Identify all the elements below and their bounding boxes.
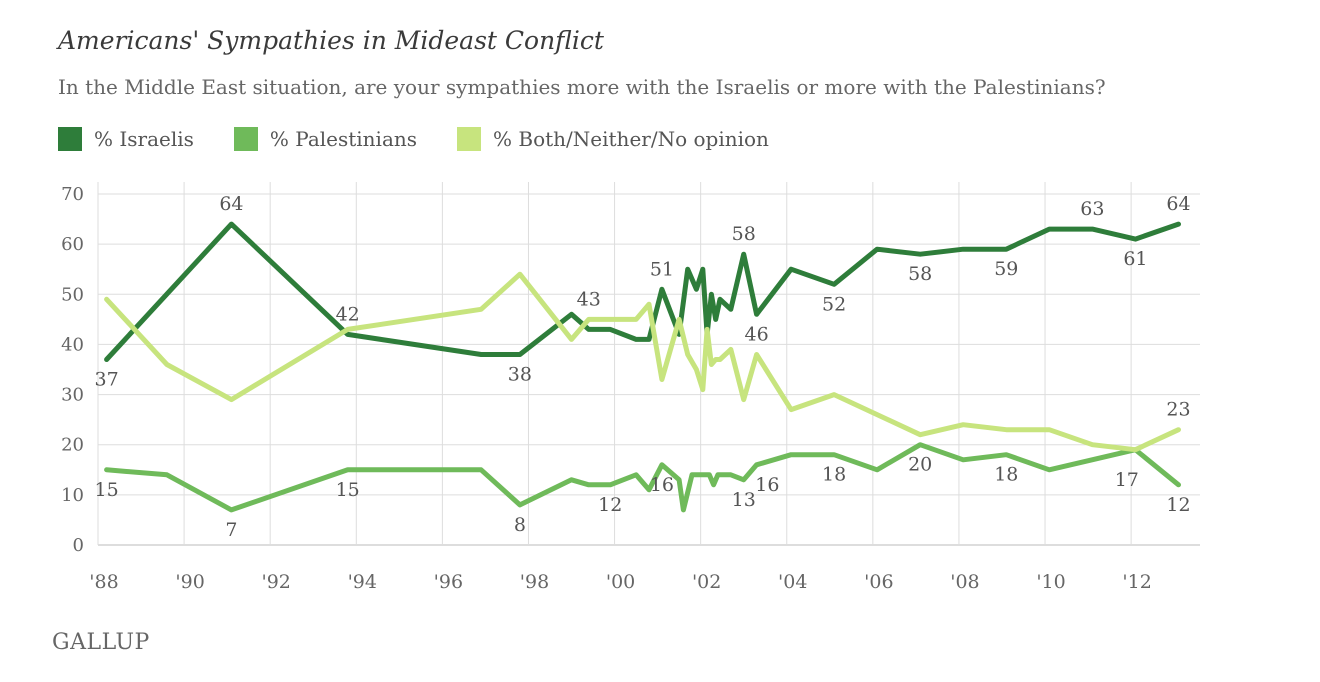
legend-item-both-neither: % Both/Neither/No opinion [457, 127, 769, 151]
legend-label-israelis: % Israelis [94, 127, 194, 151]
data-label: 59 [994, 258, 1018, 280]
x-tick-label: '08 [950, 571, 979, 593]
data-label: 64 [219, 193, 243, 215]
data-label: 52 [822, 293, 846, 315]
data-label: 12 [598, 494, 622, 516]
data-label: 42 [336, 303, 360, 325]
gallup-logo: GALLUP [52, 630, 150, 655]
y-tick-label: 70 [61, 184, 84, 205]
legend-swatch-both-neither [457, 127, 482, 151]
x-tick-label: '00 [606, 571, 635, 593]
data-label: 15 [95, 479, 119, 501]
data-label: 58 [908, 263, 932, 285]
legend: % Israelis % Palestinians % Both/Neither… [58, 127, 769, 151]
chart-subtitle: In the Middle East situation, are your s… [58, 75, 1106, 99]
y-tick-label: 0 [73, 535, 84, 556]
data-label: 63 [1080, 198, 1104, 220]
legend-item-palestinians: % Palestinians [233, 127, 418, 151]
data-label: 37 [95, 368, 119, 390]
x-tick-label: '90 [175, 571, 204, 593]
data-label: 58 [732, 223, 756, 245]
y-tick-label: 50 [61, 284, 84, 305]
data-label: 23 [1166, 399, 1190, 421]
legend-swatch-israelis [58, 127, 82, 151]
x-tick-label: '06 [864, 571, 893, 593]
y-tick-label: 10 [61, 485, 84, 506]
data-label: 16 [650, 474, 674, 496]
data-label: 46 [745, 323, 769, 345]
x-tick-label: '02 [692, 571, 721, 593]
data-label: 18 [994, 464, 1018, 486]
y-tick-label: 20 [61, 435, 84, 456]
data-label: 17 [1115, 469, 1139, 491]
x-tick-label: '92 [261, 571, 290, 593]
data-label: 7 [225, 519, 237, 541]
x-tick-label: '96 [434, 571, 463, 593]
series-line-2 [104, 271, 1181, 453]
data-label: 13 [732, 489, 756, 511]
data-label: 20 [908, 454, 932, 476]
data-label: 15 [336, 479, 360, 501]
data-label: 64 [1166, 193, 1190, 215]
data-label: 12 [1166, 494, 1190, 516]
legend-label-palestinians: % Palestinians [269, 127, 418, 151]
legend-label-both-neither: % Both/Neither/No opinion [493, 127, 769, 151]
x-tick-label: '94 [348, 571, 377, 593]
data-label: 18 [822, 464, 846, 486]
legend-swatch-palestinians [233, 127, 258, 151]
data-label: 38 [508, 363, 532, 385]
legend-item-israelis: % Israelis [58, 127, 194, 151]
y-tick-label: 60 [61, 234, 84, 255]
y-tick-label: 30 [61, 385, 84, 406]
data-label: 61 [1123, 248, 1147, 270]
x-tick-label: '88 [89, 571, 118, 593]
x-tick-label: '04 [778, 571, 807, 593]
chart-title: Americans' Sympathies in Mideast Conflic… [58, 26, 604, 55]
series-line-0 [104, 221, 1181, 362]
data-label: 43 [577, 288, 601, 310]
series-line-1 [104, 442, 1181, 513]
x-tick-label: '98 [520, 571, 549, 593]
x-tick-label: '10 [1036, 571, 1065, 593]
y-tick-label: 40 [61, 334, 84, 355]
data-label: 16 [755, 474, 779, 496]
data-label: 51 [650, 258, 674, 280]
data-label: 8 [514, 514, 526, 536]
x-tick-label: '12 [1122, 571, 1151, 593]
